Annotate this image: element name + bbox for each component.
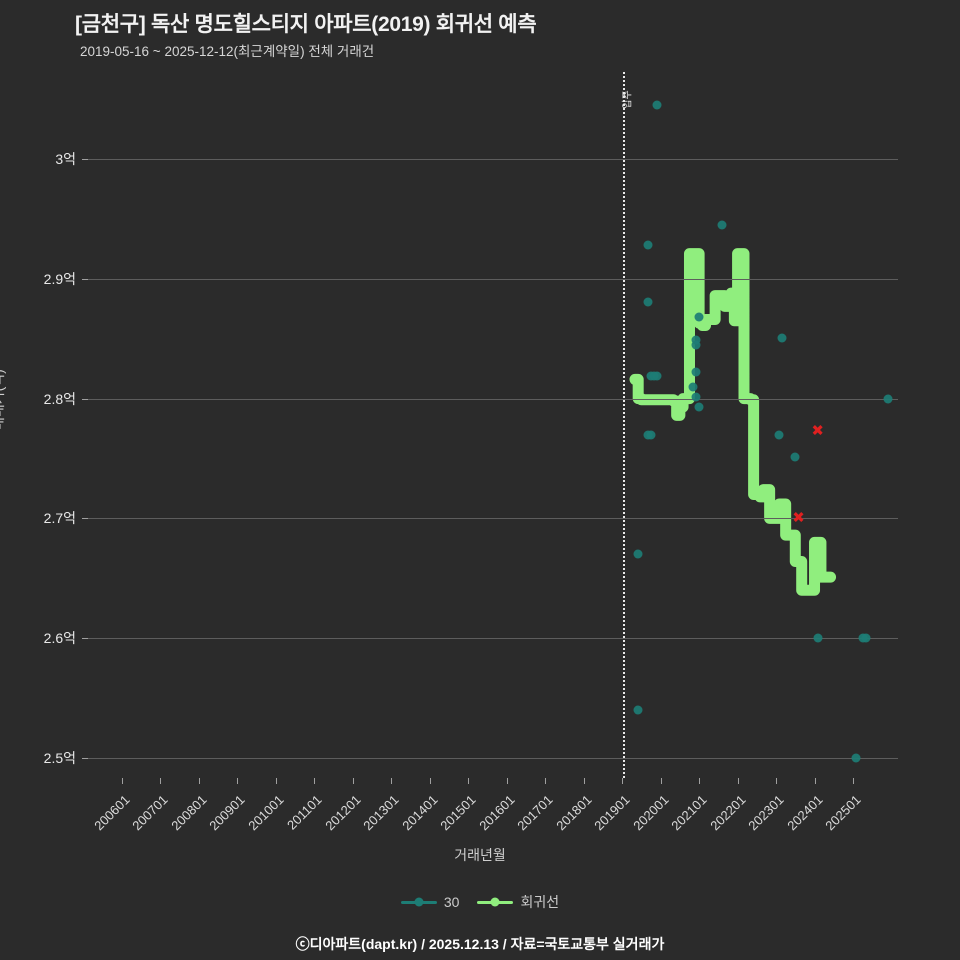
data-point[interactable] (643, 240, 653, 250)
y-tick-label: 2.7억 (43, 510, 76, 527)
data-point[interactable] (643, 297, 653, 307)
x-tick-mark (429, 778, 431, 784)
legend-item[interactable]: 30 (400, 894, 460, 910)
gridline (88, 638, 898, 640)
y-tick-mark (82, 638, 88, 640)
gridline (88, 518, 898, 520)
data-point[interactable] (691, 367, 701, 377)
y-axis-label: 매매가(억) (0, 369, 6, 430)
x-tick-mark (699, 778, 701, 784)
data-point[interactable] (652, 371, 662, 381)
x-tick-mark (352, 778, 354, 784)
chart-footer: ⓒ디아파트(dapt.kr) / 2025.12.13 / 자료=국토교통부 실… (295, 936, 665, 952)
x-tick-mark (622, 778, 624, 784)
outlier-marker[interactable]: ✖ (811, 422, 825, 440)
chart-subtitle: 2019-05-16 ~ 2025-12-12(최근계약일) 전체 거래건 (80, 44, 375, 59)
x-tick-mark (237, 778, 239, 784)
data-point[interactable] (691, 392, 701, 402)
gridline (88, 758, 898, 759)
x-tick-mark (776, 778, 778, 784)
data-point[interactable] (633, 705, 643, 715)
legend-item[interactable]: 회귀선 (477, 892, 559, 912)
data-point[interactable] (717, 220, 727, 230)
data-point[interactable] (813, 633, 823, 643)
chart-title: [금천구] 독산 명도힐스티지 아파트(2019) 회귀선 예측 (75, 13, 537, 36)
gridline (88, 278, 898, 280)
move-in-marker-label: 입주 (622, 90, 634, 109)
data-point[interactable] (694, 312, 704, 322)
y-tick-mark (82, 518, 88, 520)
gridline (88, 398, 898, 400)
legend-label: 회귀선 (520, 894, 560, 910)
x-tick-mark (122, 778, 123, 784)
data-point[interactable] (777, 333, 787, 342)
data-point[interactable] (688, 382, 698, 392)
data-point[interactable] (694, 402, 704, 412)
legend-swatch-icon (400, 900, 437, 904)
regression-line-path (629, 248, 837, 596)
x-axis-label: 거래년월 (454, 847, 506, 863)
data-point[interactable] (851, 753, 861, 763)
x-tick-mark (583, 778, 585, 784)
x-tick-mark (853, 778, 854, 784)
y-tick-label: 2.6억 (43, 630, 76, 647)
gridline (88, 159, 898, 160)
x-tick-mark (506, 778, 508, 784)
y-tick-label: 3억 (55, 151, 76, 167)
x-tick-mark (737, 778, 739, 784)
legend-label: 30 (443, 894, 460, 910)
x-tick-mark (391, 778, 393, 784)
data-point[interactable] (691, 335, 701, 345)
x-tick-mark (545, 778, 547, 784)
data-point[interactable] (691, 340, 701, 350)
x-tick-mark (660, 778, 662, 784)
data-point[interactable] (861, 633, 871, 643)
x-tick-mark (314, 778, 316, 784)
data-point[interactable] (883, 394, 893, 404)
data-point[interactable] (774, 430, 784, 440)
data-point[interactable] (652, 100, 662, 110)
x-tick-mark (275, 778, 277, 784)
y-tick-mark (82, 398, 88, 400)
regression-line (629, 248, 837, 596)
data-point[interactable] (790, 452, 800, 462)
y-tick-label: 2.9억 (43, 270, 76, 287)
x-tick-mark (468, 778, 470, 784)
y-tick-label: 2.5억 (43, 750, 76, 766)
outlier-marker[interactable]: ✖ (792, 509, 805, 527)
plot-area (88, 70, 898, 776)
chart-legend: 30 회귀선 (0, 892, 960, 912)
x-tick-mark (160, 778, 162, 784)
y-tick-mark (82, 758, 88, 759)
move-in-marker-line (623, 72, 626, 778)
legend-swatch-icon (477, 900, 514, 904)
x-tick-mark (814, 778, 816, 784)
y-tick-mark (82, 278, 88, 280)
data-point[interactable] (646, 430, 656, 440)
data-point[interactable] (633, 549, 643, 559)
y-tick-label: 2.8억 (43, 390, 76, 407)
x-tick-mark (198, 778, 200, 784)
y-tick-mark (82, 159, 88, 160)
